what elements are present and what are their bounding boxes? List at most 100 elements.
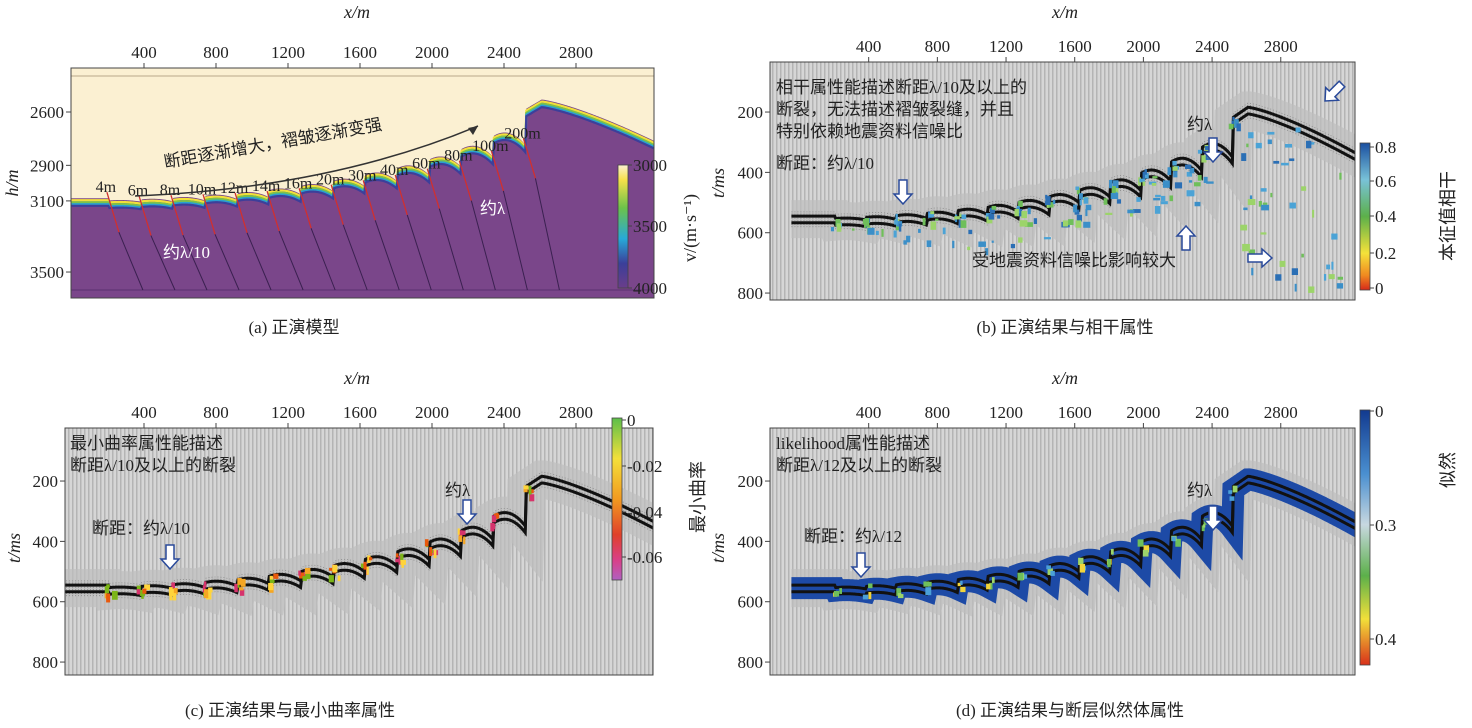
fault-deep-trace xyxy=(278,230,304,291)
attribute-mark xyxy=(332,564,338,573)
noise-blob xyxy=(1240,224,1248,231)
fault-throw-label: 200m xyxy=(504,125,541,142)
attribute-mark xyxy=(1078,193,1083,200)
attribute-mark xyxy=(1021,211,1027,219)
panel-d-colorbar-label: 似然 xyxy=(1438,452,1458,488)
x-tick-label: 1600 xyxy=(343,403,377,422)
attribute-mark xyxy=(492,523,496,530)
fault-trace xyxy=(362,180,376,221)
attribute-mark xyxy=(1231,120,1235,124)
noise-blob xyxy=(978,241,986,247)
noise-blob xyxy=(881,228,884,237)
attribute-mark xyxy=(896,588,902,596)
wiggle-trace xyxy=(65,484,653,598)
attribute-mark xyxy=(429,547,433,556)
panel-c-desc-line-1: 最小曲率属性能描述 xyxy=(70,434,223,453)
attribute-mark xyxy=(989,582,993,590)
fault-deep-trace xyxy=(246,232,272,291)
noise-blob xyxy=(1068,219,1074,225)
y-tick-label: 200 xyxy=(738,472,764,491)
noise-blob xyxy=(926,240,932,248)
noise-blob xyxy=(1331,261,1334,270)
rock-body xyxy=(71,99,654,298)
noise-blob xyxy=(1174,182,1183,189)
attribute-mark xyxy=(237,577,242,585)
noise-blob xyxy=(918,228,921,233)
hollow-arrow-icon xyxy=(159,544,181,571)
panel-a-ylabel: h/m xyxy=(2,169,22,196)
attribute-mark xyxy=(930,221,937,230)
noise-blob xyxy=(1203,176,1208,183)
colorbar-tick-label: 0.8 xyxy=(1375,138,1396,157)
noise-blob xyxy=(1186,190,1195,197)
wiggle-trace xyxy=(791,115,1355,229)
fault-deep-trace xyxy=(310,228,336,291)
horizon-lower xyxy=(791,112,1355,229)
attribute-mark xyxy=(395,553,399,558)
noise-blob xyxy=(1188,180,1193,183)
hollow-arrow-icon xyxy=(456,499,478,526)
attribute-mark xyxy=(106,584,110,588)
noise-blob xyxy=(1267,139,1272,145)
fault-deep-trace xyxy=(214,234,240,291)
attribute-mark xyxy=(1107,558,1111,568)
attribute-mark xyxy=(400,553,404,562)
attribute-mark xyxy=(898,223,902,232)
attribute-mark xyxy=(1052,199,1056,205)
fault-deep-trace xyxy=(502,190,528,291)
attribute-mark xyxy=(926,581,932,587)
panel-b-desc-line-1: 相干属性能描述断距λ/10及以上的 xyxy=(776,78,1027,97)
attribute-mark xyxy=(203,589,209,599)
attribute-mark xyxy=(106,593,111,603)
fault-deep-trace xyxy=(470,200,496,291)
attribute-mark xyxy=(1018,208,1023,217)
noise-blob xyxy=(1062,220,1069,227)
layer-band xyxy=(71,106,654,211)
attribute-mark xyxy=(136,589,141,595)
attribute-mark xyxy=(1197,149,1203,154)
attribute-mark xyxy=(139,589,146,596)
hollow-arrow-icon xyxy=(850,552,872,579)
noise-blob xyxy=(1337,276,1344,280)
noise-blob xyxy=(1308,286,1315,293)
wiggle-trace xyxy=(65,471,653,586)
panel-d-ylabel: t/ms xyxy=(708,533,728,563)
x-tick-label: 2800 xyxy=(559,43,593,62)
y-tick-label: 2600 xyxy=(30,103,64,122)
attribute-mark xyxy=(168,587,173,596)
noise-blob xyxy=(1027,207,1031,215)
attribute-mark xyxy=(1172,160,1177,166)
attribute-mark xyxy=(1078,557,1084,566)
wiggle-trace xyxy=(65,486,653,600)
noise-blob xyxy=(935,218,939,221)
attribute-mark xyxy=(1076,187,1080,195)
x-tick-label: 1600 xyxy=(1058,37,1092,56)
fault-deep-trace xyxy=(182,234,208,291)
fault-trace xyxy=(106,192,120,233)
x-tick-label: 400 xyxy=(131,403,157,422)
y-tick-label: 600 xyxy=(738,593,764,612)
wiggle-trace xyxy=(791,109,1355,223)
attribute-mark xyxy=(400,559,406,565)
attribute-mark xyxy=(268,583,274,591)
attribute-mark xyxy=(360,563,364,569)
trend-arrow-head xyxy=(468,126,478,135)
attribute-mark xyxy=(1228,123,1234,130)
x-tick-label: 400 xyxy=(131,43,157,62)
attribute-mark xyxy=(329,567,334,571)
attribute-mark xyxy=(923,581,930,587)
y-tick-label: 200 xyxy=(738,103,764,122)
fault-throw-label: 14m xyxy=(252,178,281,195)
panel-d-large-throw: 约λ xyxy=(1187,481,1213,500)
wiggle-trace xyxy=(65,480,653,594)
noise-blob xyxy=(1306,140,1312,149)
x-tick-label: 2800 xyxy=(559,403,593,422)
fault-trace xyxy=(458,160,472,201)
attribute-mark xyxy=(104,592,107,599)
attribute-mark xyxy=(302,576,307,581)
noise-blob xyxy=(1075,220,1082,228)
attribute-mark xyxy=(1046,565,1051,570)
noise-blob xyxy=(1248,249,1256,256)
attribute-mark xyxy=(367,555,371,563)
attribute-mark xyxy=(458,535,463,540)
